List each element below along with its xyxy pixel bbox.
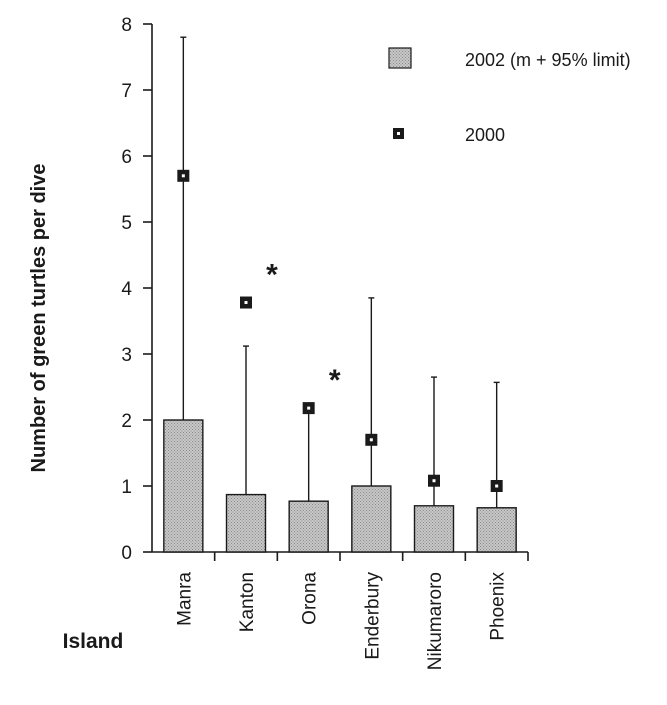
- y-tick-label-7: 7: [121, 81, 132, 102]
- x-tick-label-manra: Manra: [174, 572, 195, 626]
- x-axis-label: Island: [63, 630, 124, 653]
- bar-orona: [288, 500, 329, 553]
- bar-kanton: [225, 493, 267, 553]
- y-axis-label: Number of green turtles per dive: [28, 164, 50, 473]
- legend-swatch-bar: [388, 47, 412, 69]
- point-2000-center-nikumaroro: [432, 479, 436, 483]
- x-tick-label-orona: Orona: [300, 572, 321, 625]
- y-tick-label-5: 5: [121, 213, 132, 234]
- legend: 2002 (m + 95% limit) 2000: [388, 47, 631, 145]
- point-2000-center-phoenix: [495, 484, 499, 488]
- point-2000-center-orona: [307, 406, 311, 410]
- y-tick-label-1: 1: [121, 477, 132, 498]
- bar-nikumaroro: [413, 505, 455, 553]
- y-tick-label-4: 4: [121, 279, 132, 300]
- bar-phoenix: [476, 507, 517, 553]
- bar-manra: [163, 419, 204, 553]
- y-tick-label-8: 8: [121, 15, 132, 36]
- bar-enderbury: [351, 485, 392, 553]
- point-2000-center-enderbury: [369, 438, 373, 442]
- significance-star-orona: *: [329, 364, 341, 397]
- legend-swatch-point-inner: [397, 132, 400, 135]
- y-tick-label-2: 2: [121, 411, 132, 432]
- x-tick-label-enderbury: Enderbury: [362, 572, 383, 660]
- legend-label-2000: 2000: [465, 125, 505, 145]
- y-tick-label-6: 6: [121, 147, 132, 168]
- point-2000-center-kanton: [244, 301, 248, 305]
- x-tick-label-phoenix: Phoenix: [488, 572, 509, 641]
- plot-area: 0 1 2 3 4 5 6 7 8 Manra Kanton Orona Enderbury Nikuma…: [121, 15, 529, 670]
- y-tick-label-0: 0: [121, 543, 132, 564]
- y-tick-label-3: 3: [121, 345, 132, 366]
- legend-label-2002: 2002 (m + 95% limit): [465, 50, 631, 70]
- point-2000-center-manra: [181, 174, 185, 178]
- x-tick-label-nikumaroro: Nikumaroro: [425, 572, 446, 670]
- significance-star-kanton: *: [266, 259, 278, 292]
- x-tick-label-kanton: Kanton: [237, 572, 258, 632]
